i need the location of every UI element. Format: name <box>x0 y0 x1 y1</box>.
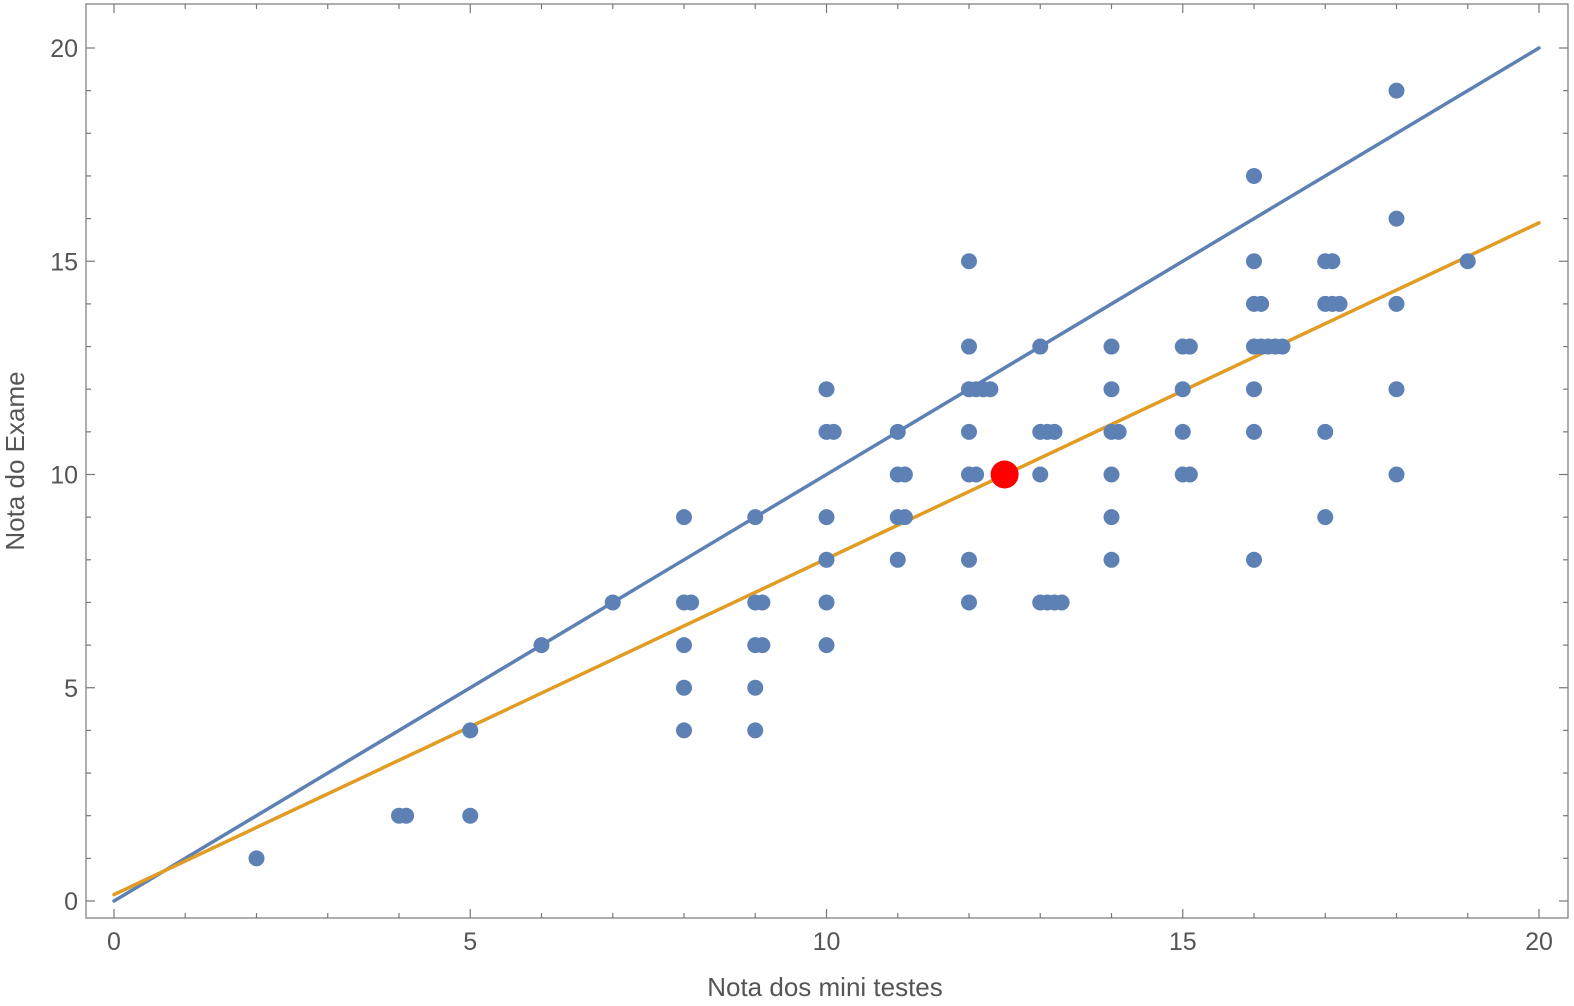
data-point <box>747 722 764 739</box>
data-point <box>747 679 764 696</box>
y-tick-label: 0 <box>64 888 78 916</box>
data-point <box>676 722 692 739</box>
data-point <box>1032 466 1049 483</box>
x-tick-labels: 0 5 10 15 20 <box>107 928 1553 956</box>
data-point <box>1246 253 1262 270</box>
data-point <box>818 551 835 568</box>
x-tick-label: 5 <box>463 928 477 956</box>
x-axis-label: Nota dos mini testes <box>707 972 943 1002</box>
data-point <box>896 466 913 483</box>
data-point <box>1459 253 1476 270</box>
data-point <box>462 807 479 824</box>
data-point <box>754 594 771 611</box>
data-point <box>1274 338 1291 355</box>
data-point <box>462 722 479 739</box>
data-point <box>818 637 835 654</box>
data-point <box>1181 338 1198 355</box>
frame-ticks <box>86 4 1568 918</box>
data-point <box>1174 381 1191 398</box>
data-point <box>533 637 550 654</box>
data-point <box>1103 338 1120 355</box>
data-point <box>818 594 835 611</box>
data-point <box>961 551 977 568</box>
x-tick-label: 0 <box>107 928 121 956</box>
data-point <box>1253 295 1270 312</box>
data-point <box>676 637 692 654</box>
data-point <box>961 423 977 440</box>
data-point <box>1246 423 1262 440</box>
data-point <box>1103 509 1120 526</box>
data-point <box>1388 381 1405 398</box>
data-point <box>683 594 700 611</box>
data-point <box>1032 338 1049 355</box>
x-tick-label: 20 <box>1525 928 1553 956</box>
y-axis-label: Nota do Exame <box>0 371 30 550</box>
data-point <box>676 509 692 526</box>
data-point <box>248 850 265 867</box>
data-point <box>398 807 415 824</box>
points-layer <box>248 82 1476 867</box>
data-point <box>1103 551 1120 568</box>
data-point <box>747 509 764 526</box>
data-point <box>896 509 913 526</box>
y-tick-label: 10 <box>50 462 78 490</box>
data-point <box>754 637 771 654</box>
data-point <box>604 594 621 611</box>
data-point <box>968 466 985 483</box>
data-point <box>1046 423 1063 440</box>
data-point <box>982 381 999 398</box>
x-tick-label: 10 <box>813 928 841 956</box>
data-point <box>1174 423 1191 440</box>
lines-layer <box>112 46 1541 903</box>
data-point <box>1103 381 1120 398</box>
fit-line <box>112 46 1541 903</box>
data-point <box>1388 466 1405 483</box>
data-point <box>1246 167 1262 184</box>
data-point <box>1388 295 1405 312</box>
data-point <box>676 679 692 696</box>
data-point <box>889 423 906 440</box>
data-point <box>1388 82 1405 99</box>
data-point <box>1331 295 1348 312</box>
data-point <box>1388 210 1405 227</box>
data-point <box>825 423 842 440</box>
data-point <box>1246 551 1262 568</box>
data-point <box>961 594 977 611</box>
data-point <box>1317 423 1334 440</box>
data-point <box>961 253 977 270</box>
data-point <box>1246 381 1262 398</box>
data-point <box>1181 466 1198 483</box>
data-point <box>889 551 906 568</box>
data-point <box>1053 594 1070 611</box>
x-tick-label: 15 <box>1169 928 1197 956</box>
data-point <box>1110 423 1127 440</box>
data-point <box>961 338 977 355</box>
highlight-point <box>990 460 1019 489</box>
data-point <box>1324 253 1341 270</box>
plot-frame <box>85 3 1569 919</box>
data-point <box>818 381 835 398</box>
y-tick-label: 15 <box>50 248 78 276</box>
y-tick-label: 5 <box>64 675 78 703</box>
data-point <box>1317 509 1334 526</box>
data-point <box>818 509 835 526</box>
y-tick-label: 20 <box>50 35 78 63</box>
data-point <box>1103 466 1120 483</box>
y-tick-labels: 0 5 10 15 20 <box>50 35 78 916</box>
